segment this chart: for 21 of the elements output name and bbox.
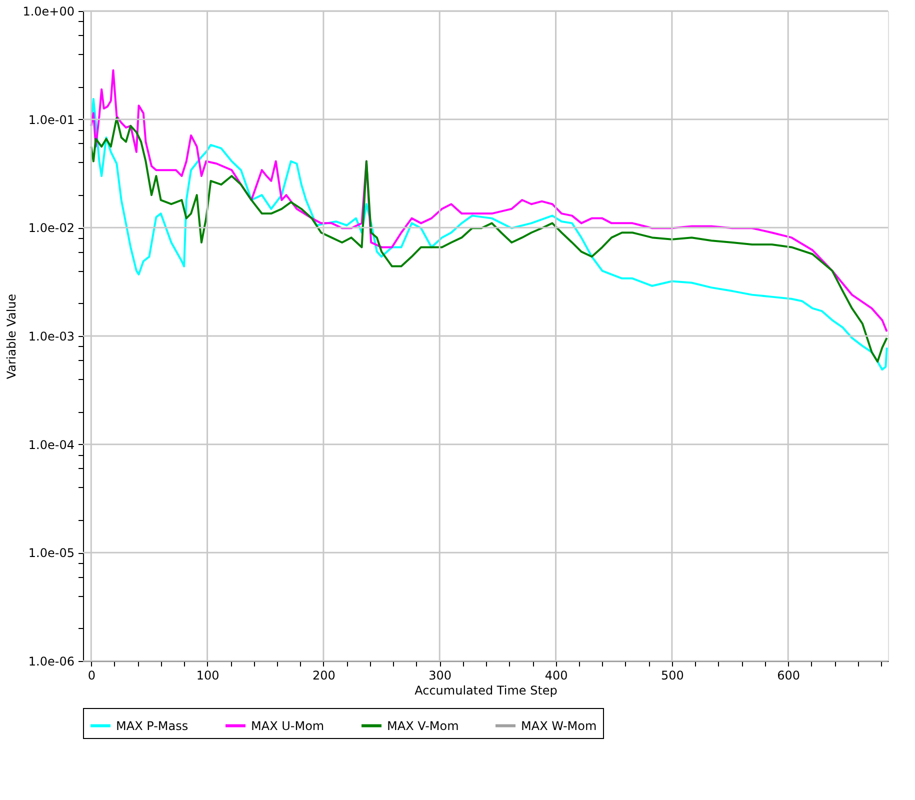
legend-label: MAX W-Mom xyxy=(521,718,597,733)
legend-label: MAX P-Mass xyxy=(116,718,188,733)
y-tick-label: 1.0e+00 xyxy=(22,4,74,18)
y-tick-label: 1.0e-04 xyxy=(28,438,74,452)
x-tick-label: 100 xyxy=(196,668,220,682)
x-tick-label: 500 xyxy=(660,668,684,682)
y-axis-title: Variable Value xyxy=(4,294,19,380)
x-tick-label: 300 xyxy=(428,668,452,682)
legend-label: MAX U-Mom xyxy=(251,718,324,733)
x-tick-label: 0 xyxy=(88,668,96,682)
x-tick-label: 600 xyxy=(777,668,800,682)
line-series xyxy=(90,69,888,333)
y-tick-label: 1.0e-01 xyxy=(28,112,74,127)
x-tick-label: 400 xyxy=(544,668,568,682)
y-tick-label: 1.0e-05 xyxy=(28,546,74,560)
y-tick-label: 1.0e-06 xyxy=(28,654,74,668)
x-tick-label: 200 xyxy=(312,668,336,682)
legend-label: MAX V-Mom xyxy=(387,718,459,733)
y-tick-label: 1.0e-02 xyxy=(28,221,74,236)
y-tick-label: 1.0e-03 xyxy=(28,330,74,344)
x-axis-title: Accumulated Time Step xyxy=(414,684,558,698)
